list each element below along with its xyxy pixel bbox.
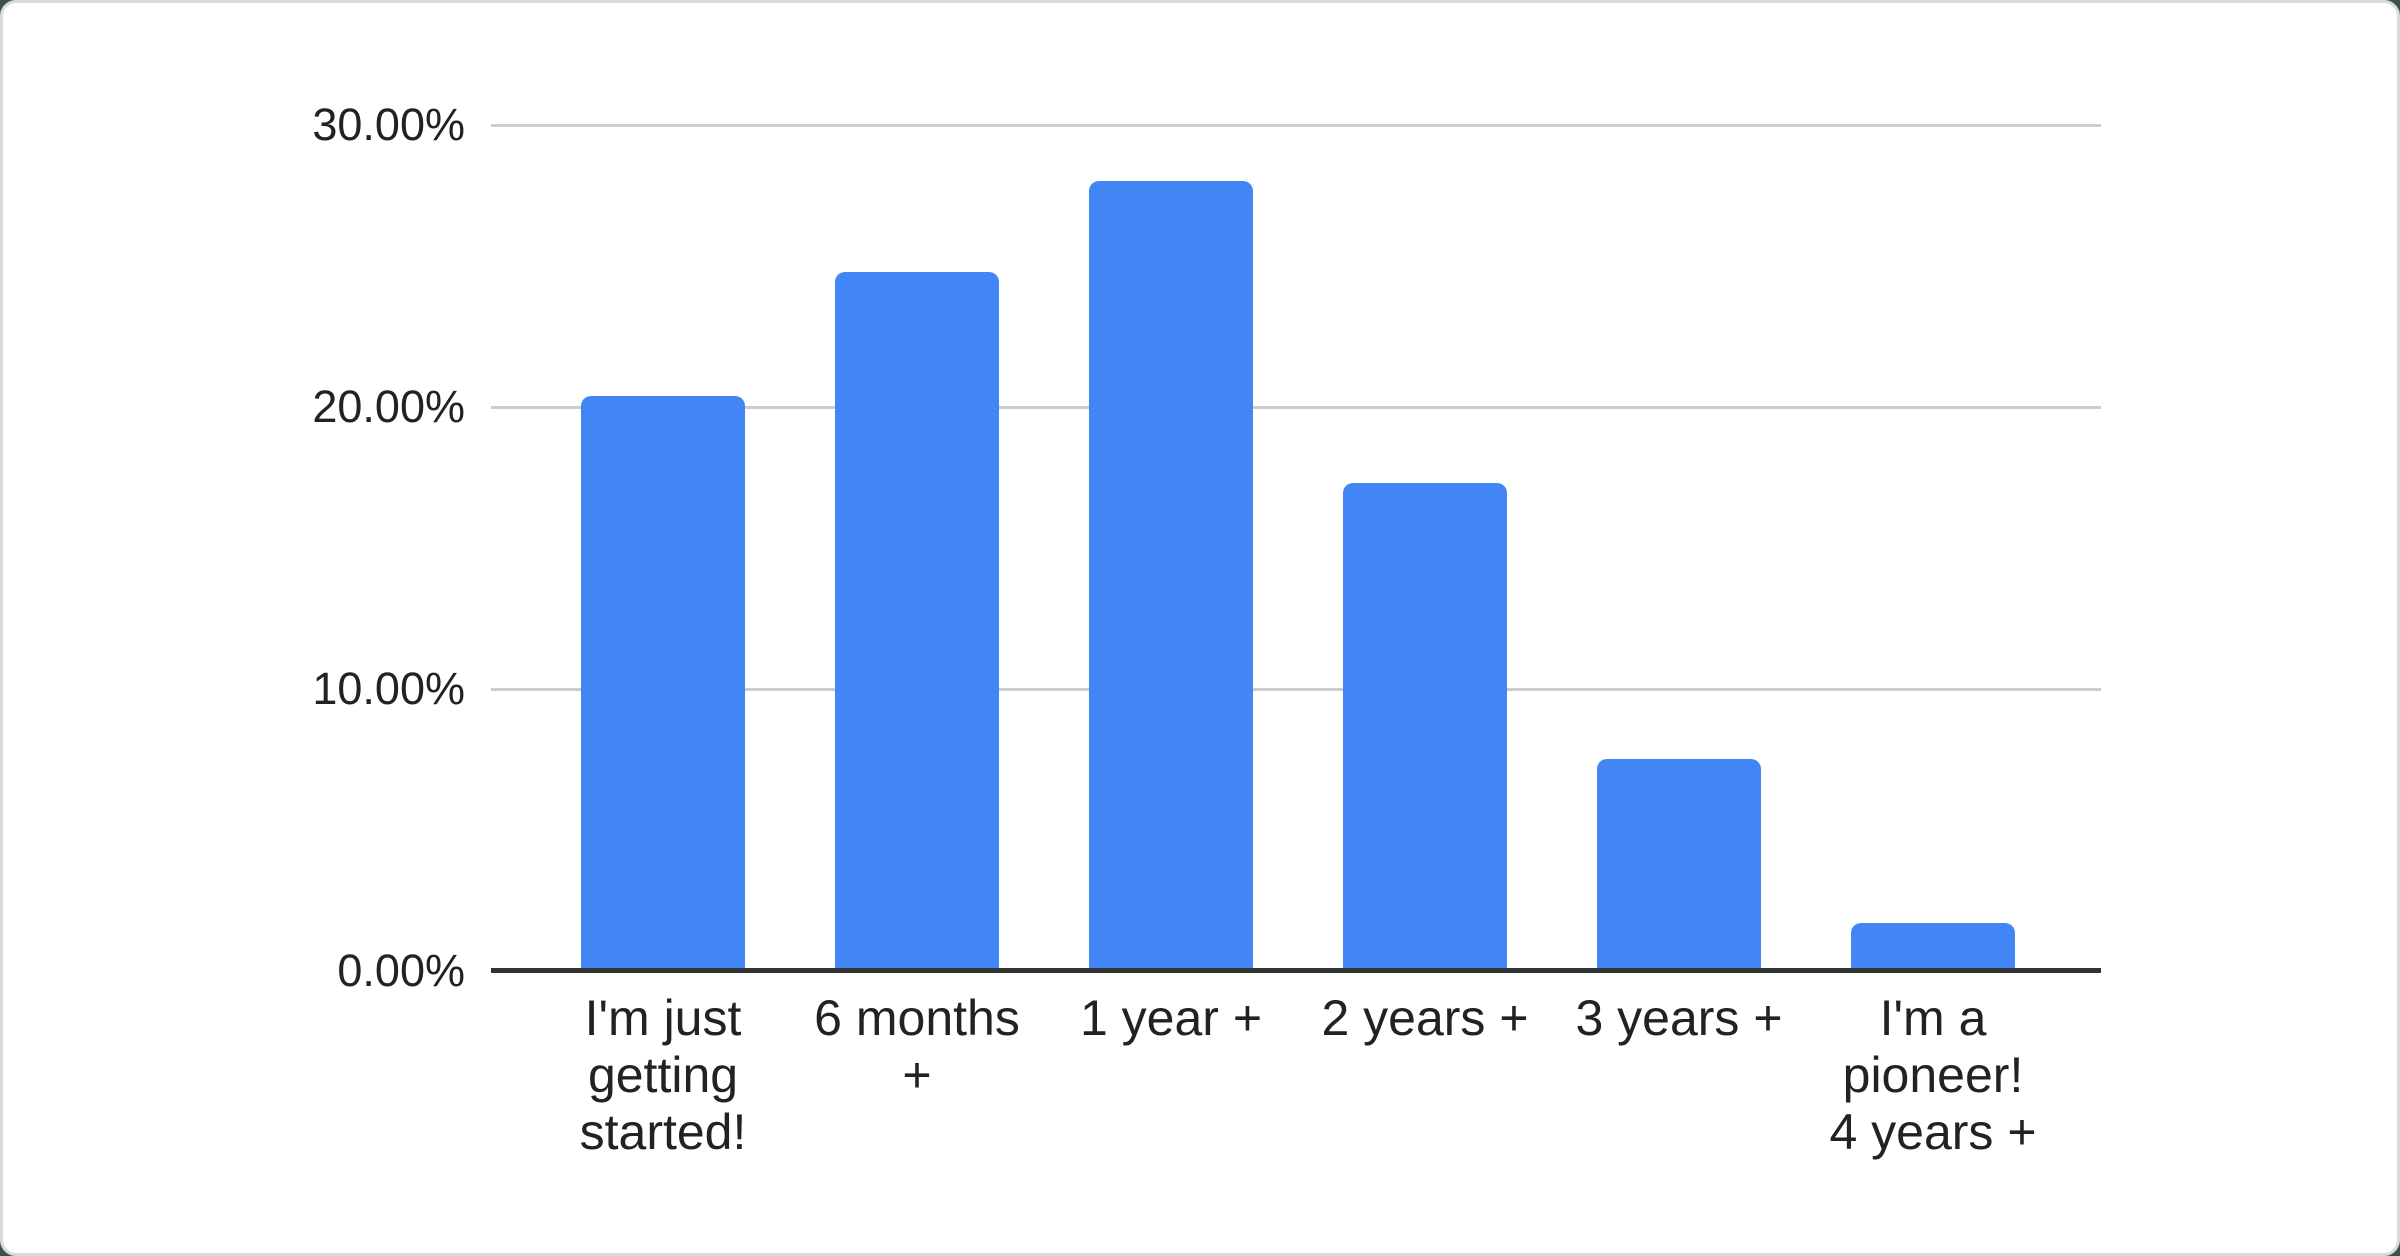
x-axis-category-label: 3 years + <box>1575 990 1783 1046</box>
y-axis-tick-label: 0.00% <box>337 945 465 996</box>
gridline-20pct <box>491 406 2101 409</box>
x-axis-category-label: 1 year + <box>1079 990 1263 1046</box>
gridline-30pct <box>491 124 2101 127</box>
y-axis-tick-label: 30.00% <box>312 99 465 150</box>
bar-6[interactable] <box>1851 923 2015 971</box>
y-axis-tick-label: 20.00% <box>312 381 465 432</box>
x-axis-category-label: 6 months + <box>814 990 1020 1103</box>
bar-3[interactable] <box>1089 181 1253 971</box>
bar-1[interactable] <box>581 396 745 971</box>
y-axis-tick-label: 10.00% <box>312 663 465 714</box>
bar-2[interactable] <box>835 272 999 971</box>
x-axis-category-label: I'm just getting started! <box>579 990 747 1160</box>
gridline-10pct <box>491 688 2101 691</box>
x-axis-line <box>491 968 2101 973</box>
x-axis-category-label: I'm a pioneer! 4 years + <box>1829 990 2037 1160</box>
bar-5[interactable] <box>1597 759 1761 971</box>
bar-chart: 0.00% 10.00% 20.00% 30.00% I'm just getting… <box>3 3 2397 1253</box>
x-axis-category-label: 2 years + <box>1321 990 1529 1046</box>
bar-4[interactable] <box>1343 483 1507 971</box>
